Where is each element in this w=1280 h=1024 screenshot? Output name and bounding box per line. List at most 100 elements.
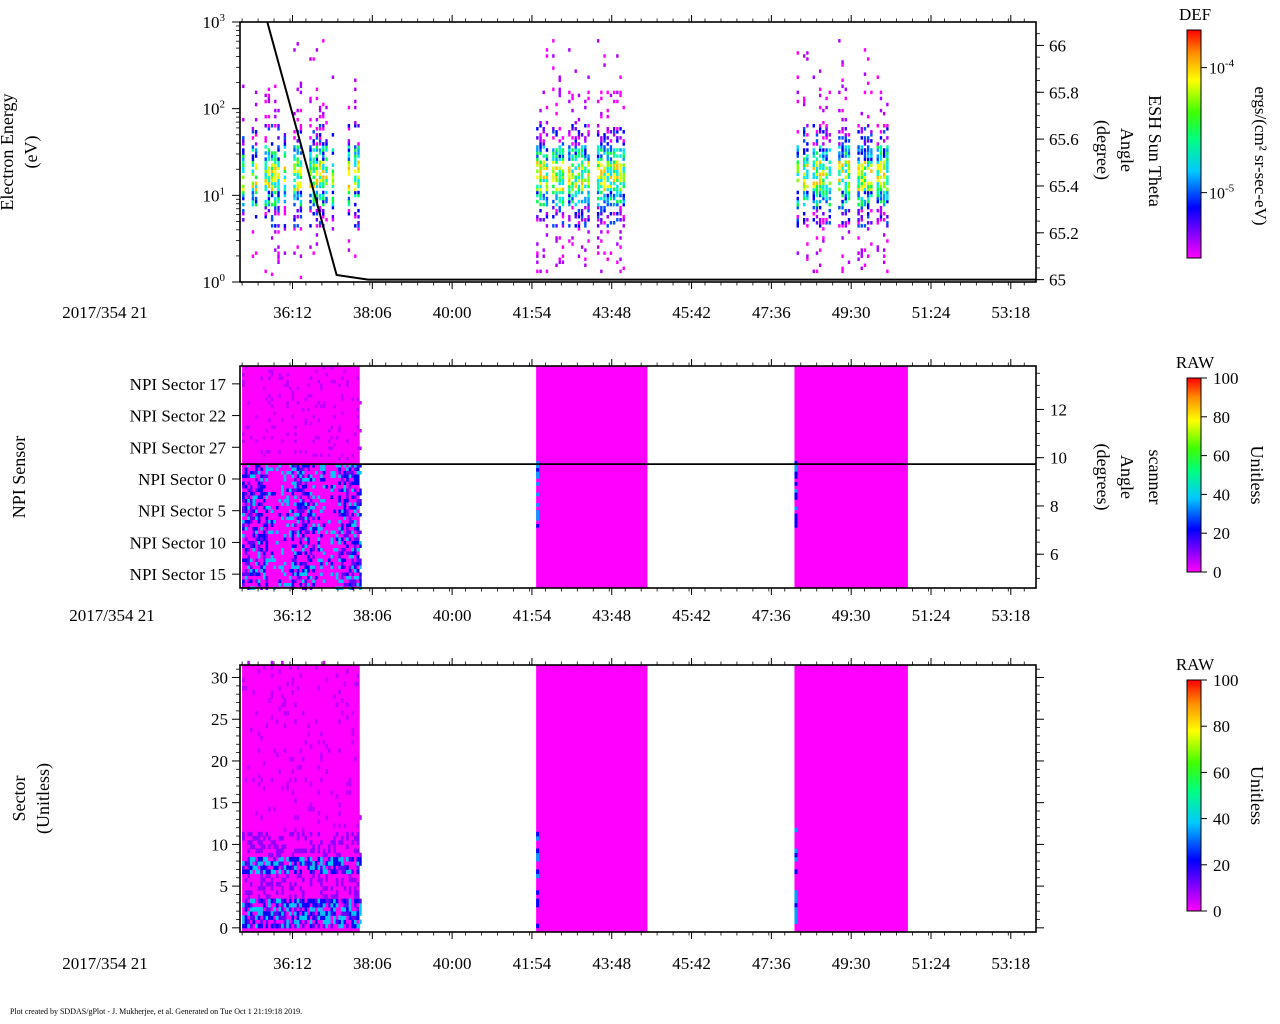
x-tick-label: 47:36 xyxy=(752,954,791,973)
energy-cell xyxy=(561,202,565,207)
energy-cell xyxy=(318,114,322,119)
energy-cell xyxy=(242,160,245,164)
colorbar-tick-label: 100 xyxy=(1213,369,1239,388)
energy-cell xyxy=(882,154,886,158)
sector-cell xyxy=(353,756,357,762)
energy-cell xyxy=(264,93,267,98)
sector-cell xyxy=(270,886,274,891)
energy-cell xyxy=(619,178,622,183)
energy-cell xyxy=(251,202,255,207)
energy-cell xyxy=(876,208,879,213)
npi-cell xyxy=(299,481,302,485)
colorbar xyxy=(1186,29,1202,259)
energy-cell xyxy=(283,184,287,189)
npi-cell xyxy=(348,551,352,555)
sector-cell xyxy=(346,898,349,904)
sector-cell xyxy=(268,902,271,908)
sector-cell xyxy=(320,777,323,783)
energy-cell xyxy=(876,124,879,128)
sector-cell xyxy=(333,694,336,699)
energy-cell xyxy=(838,145,841,149)
energy-cell xyxy=(596,251,600,255)
energy-cell xyxy=(818,69,822,73)
sector-cell xyxy=(346,790,349,795)
energy-cell xyxy=(274,224,277,228)
x-tick-label: 40:00 xyxy=(433,606,472,625)
energy-cell xyxy=(309,96,312,101)
colorbar-tick-label: 40 xyxy=(1213,485,1230,504)
energy-cell xyxy=(552,215,555,219)
npi-cell xyxy=(536,471,540,476)
energy-cell xyxy=(299,151,303,155)
right-axis-label: (degree) xyxy=(1092,120,1113,180)
energy-cell xyxy=(838,187,841,192)
energy-cell xyxy=(539,184,542,189)
npi-cell xyxy=(265,548,269,552)
energy-cell xyxy=(886,102,889,107)
energy-cell xyxy=(309,124,312,128)
energy-cell xyxy=(331,169,335,173)
energy-cell xyxy=(542,130,545,134)
energy-cell xyxy=(818,190,822,195)
energy-cell xyxy=(587,230,590,234)
npi-cell xyxy=(260,492,263,496)
sector-cell xyxy=(325,886,328,891)
npi-cell xyxy=(346,527,349,531)
sector-cell xyxy=(247,856,250,862)
sector-cell xyxy=(286,869,289,875)
energy-cell xyxy=(825,105,828,110)
energy-cell xyxy=(841,148,844,152)
sector-cell xyxy=(320,890,323,895)
npi-cell xyxy=(262,537,266,541)
energy-cell xyxy=(270,163,274,167)
sector-cell xyxy=(322,915,326,920)
sector-cell xyxy=(247,840,250,845)
npi-cell xyxy=(286,404,289,408)
npi-cell xyxy=(536,475,540,479)
sector-cell xyxy=(257,923,261,929)
energy-cell xyxy=(886,215,889,219)
npi-cell xyxy=(333,530,336,534)
sector-cell xyxy=(317,902,321,908)
sector-cell xyxy=(338,719,341,724)
energy-cell xyxy=(847,145,851,149)
sector-cell xyxy=(257,886,261,891)
energy-cell xyxy=(609,221,613,225)
sector-cell xyxy=(320,752,323,758)
npi-cell xyxy=(242,523,245,527)
energy-cell xyxy=(822,154,825,158)
npi-cell xyxy=(536,513,540,518)
sector-cell xyxy=(291,690,295,695)
energy-cell xyxy=(568,181,571,186)
sector-cell xyxy=(288,886,292,891)
sector-cell xyxy=(242,861,245,866)
sector-cell xyxy=(304,915,308,920)
energy-cell xyxy=(603,205,606,210)
energy-cell xyxy=(863,172,867,177)
sector-cell xyxy=(286,681,289,687)
energy-cell xyxy=(587,205,590,210)
npi-cell xyxy=(317,523,321,527)
energy-cell xyxy=(264,178,267,183)
energy-cell xyxy=(267,199,271,204)
energy-cell xyxy=(270,178,274,183)
energy-cell xyxy=(609,157,613,161)
npi-cell xyxy=(257,485,261,489)
sector-cell xyxy=(283,723,287,729)
energy-cell xyxy=(815,199,819,204)
energy-cell xyxy=(882,193,886,198)
npi-cell xyxy=(249,520,253,524)
energy-cell xyxy=(822,184,825,189)
energy-cell xyxy=(542,160,545,164)
sector-cell xyxy=(322,869,326,875)
sector-cell xyxy=(351,831,354,837)
sector-cell xyxy=(281,877,284,883)
energy-cell xyxy=(882,254,886,258)
energy-cell xyxy=(539,160,542,164)
energy-cell xyxy=(312,142,315,146)
npi-cell xyxy=(299,527,302,531)
npi-cell xyxy=(255,464,258,468)
energy-cell xyxy=(274,211,277,216)
sector-cell xyxy=(346,715,349,720)
npi-cell xyxy=(348,576,352,580)
